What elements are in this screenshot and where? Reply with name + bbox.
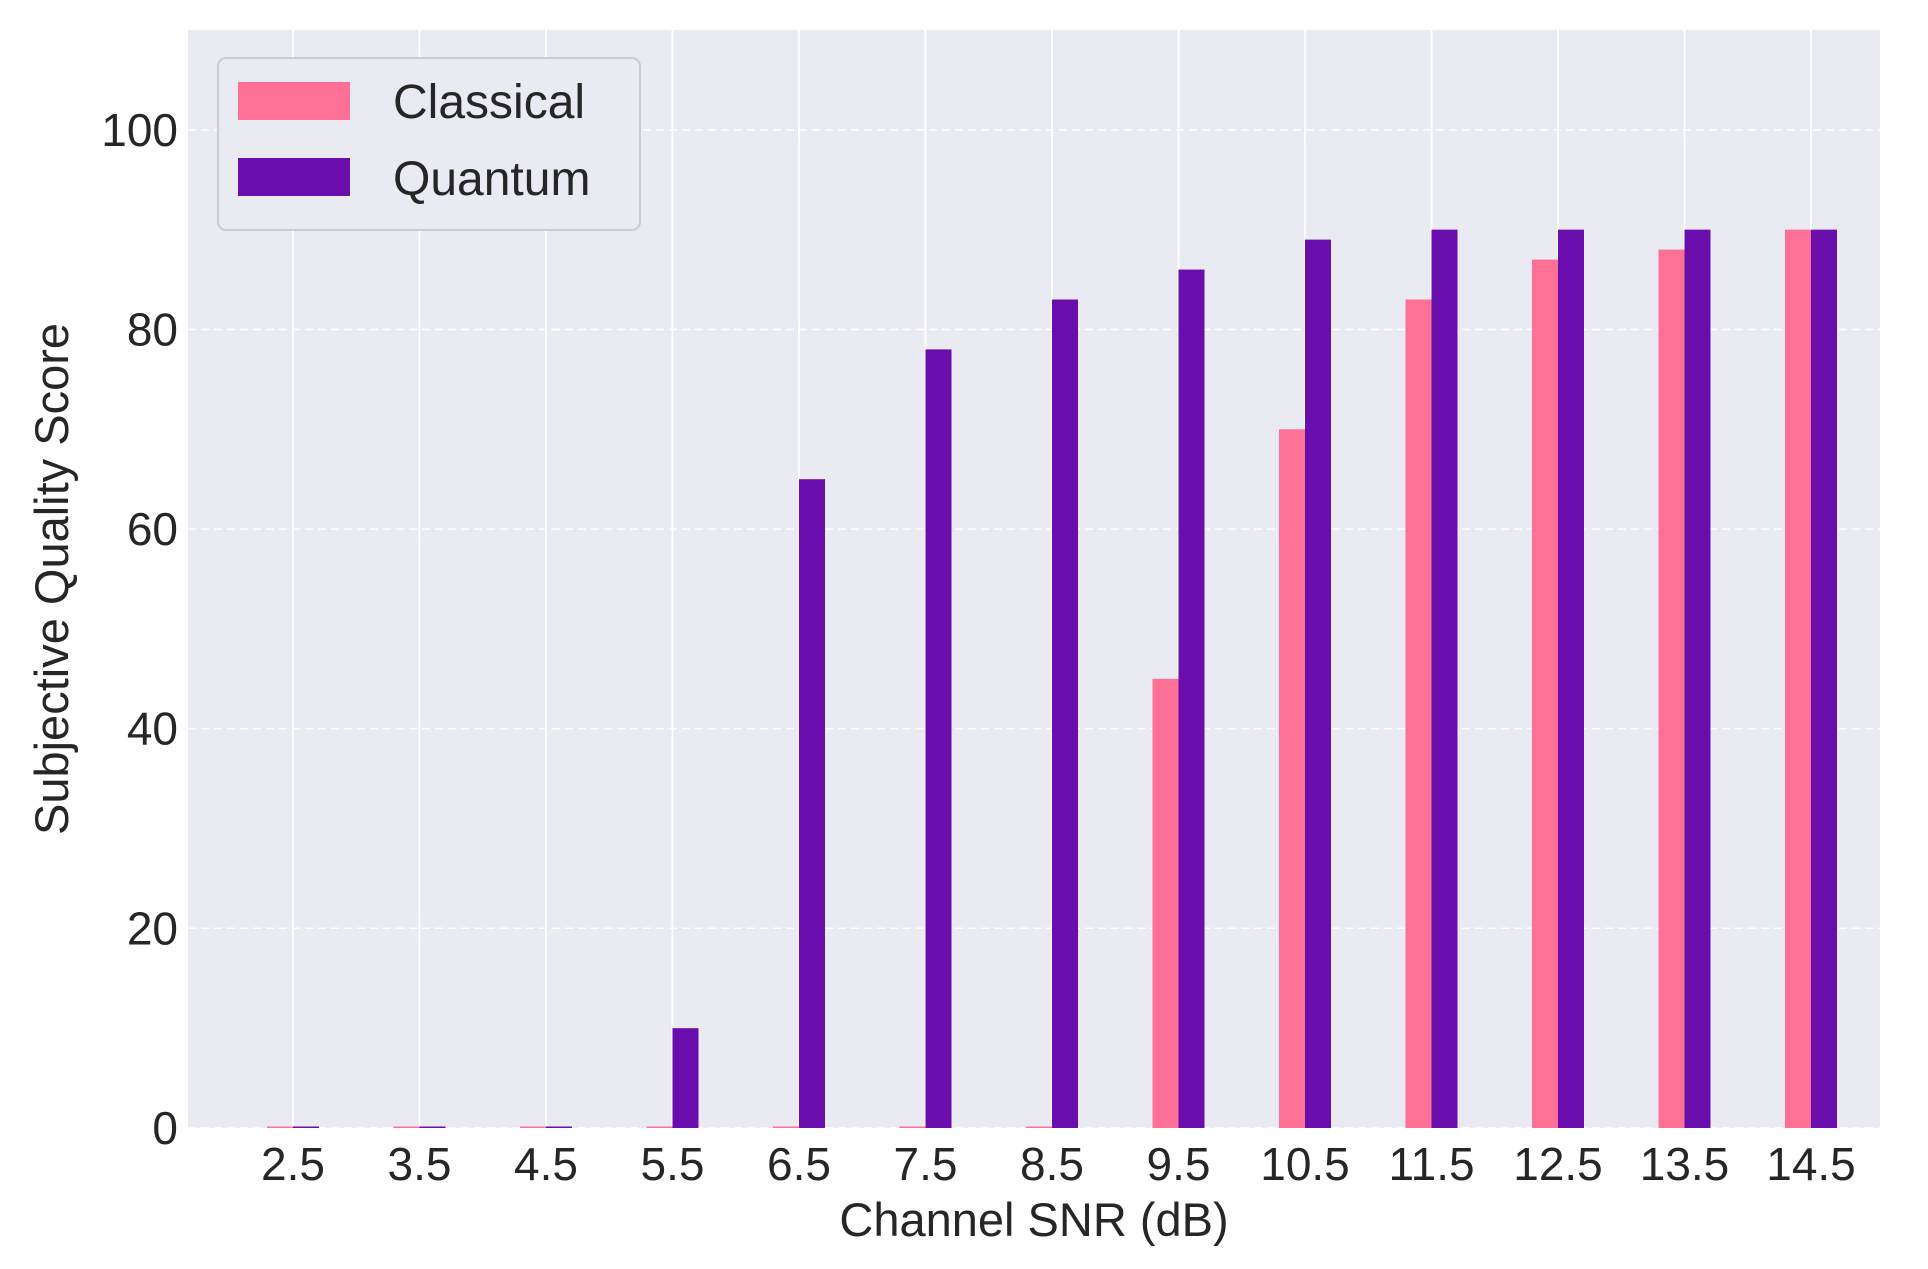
x-tick-label: 3.5 bbox=[388, 1138, 452, 1190]
bar-quantum bbox=[1178, 269, 1205, 1129]
x-tick-label: 6.5 bbox=[767, 1138, 831, 1190]
x-tick-label: 5.5 bbox=[641, 1138, 705, 1190]
x-tick-label: 14.5 bbox=[1766, 1138, 1856, 1190]
x-tick-label: 9.5 bbox=[1147, 1138, 1211, 1190]
bar-classical bbox=[899, 1126, 926, 1128]
bars bbox=[267, 229, 1837, 1129]
bar-classical bbox=[1152, 678, 1179, 1128]
x-axis-label: Channel SNR (dB) bbox=[839, 1193, 1228, 1246]
legend-swatch-quantum bbox=[238, 158, 350, 196]
bar-classical bbox=[773, 1126, 799, 1128]
x-tick-label: 13.5 bbox=[1640, 1138, 1730, 1190]
x-tick-labels: 2.5 3.5 4.5 5.5 6.5 7.5 8.5 9.5 10.5 11.5 12.5 13.5… bbox=[261, 1138, 1856, 1190]
bar-quantum bbox=[799, 479, 825, 1128]
bar-classical bbox=[1026, 1126, 1052, 1128]
bar-classical bbox=[1532, 259, 1558, 1129]
bar-quantum bbox=[1431, 229, 1458, 1129]
y-axis-label: Subjective Quality Score bbox=[25, 323, 78, 835]
bar-classical bbox=[646, 1126, 673, 1128]
bar-quantum bbox=[546, 1126, 572, 1128]
bar-classical bbox=[520, 1126, 546, 1128]
y-tick-label: 20 bbox=[127, 902, 178, 954]
x-tick-label: 4.5 bbox=[514, 1138, 578, 1190]
bar-classical bbox=[1405, 299, 1432, 1128]
x-tick-label: 2.5 bbox=[261, 1138, 325, 1190]
legend-label-classical: Classical bbox=[393, 76, 585, 129]
bar-quantum bbox=[925, 349, 952, 1128]
bar-quantum bbox=[1558, 229, 1584, 1129]
x-tick-label: 12.5 bbox=[1513, 1138, 1603, 1190]
bar-quantum bbox=[672, 1028, 699, 1128]
bar-quantum bbox=[1811, 229, 1837, 1129]
y-tick-labels: 0 20 40 60 80 100 bbox=[101, 104, 178, 1154]
legend-swatch-classical bbox=[238, 82, 350, 120]
bar-quantum bbox=[1684, 229, 1711, 1129]
bar-classical bbox=[393, 1126, 420, 1128]
y-tick-label: 40 bbox=[127, 703, 178, 755]
x-tick-label: 11.5 bbox=[1388, 1138, 1474, 1190]
y-tick-label: 80 bbox=[127, 303, 178, 355]
bar-quantum bbox=[1305, 239, 1331, 1129]
bar-classical bbox=[1658, 249, 1685, 1129]
bar-quantum bbox=[419, 1126, 446, 1128]
bar-classical bbox=[267, 1126, 293, 1128]
x-tick-label: 7.5 bbox=[894, 1138, 958, 1190]
x-tick-label: 10.5 bbox=[1260, 1138, 1350, 1190]
x-tick-label: 8.5 bbox=[1020, 1138, 1084, 1190]
y-tick-label: 100 bbox=[101, 104, 178, 156]
legend: Classical Quantum bbox=[217, 57, 641, 231]
bar-quantum bbox=[1052, 299, 1078, 1128]
bar-quantum bbox=[293, 1126, 319, 1128]
bar-classical bbox=[1279, 429, 1305, 1129]
y-tick-label: 0 bbox=[152, 1102, 178, 1154]
bar-classical bbox=[1785, 229, 1811, 1129]
legend-label-quantum: Quantum bbox=[393, 153, 590, 206]
y-tick-label: 60 bbox=[127, 503, 178, 555]
